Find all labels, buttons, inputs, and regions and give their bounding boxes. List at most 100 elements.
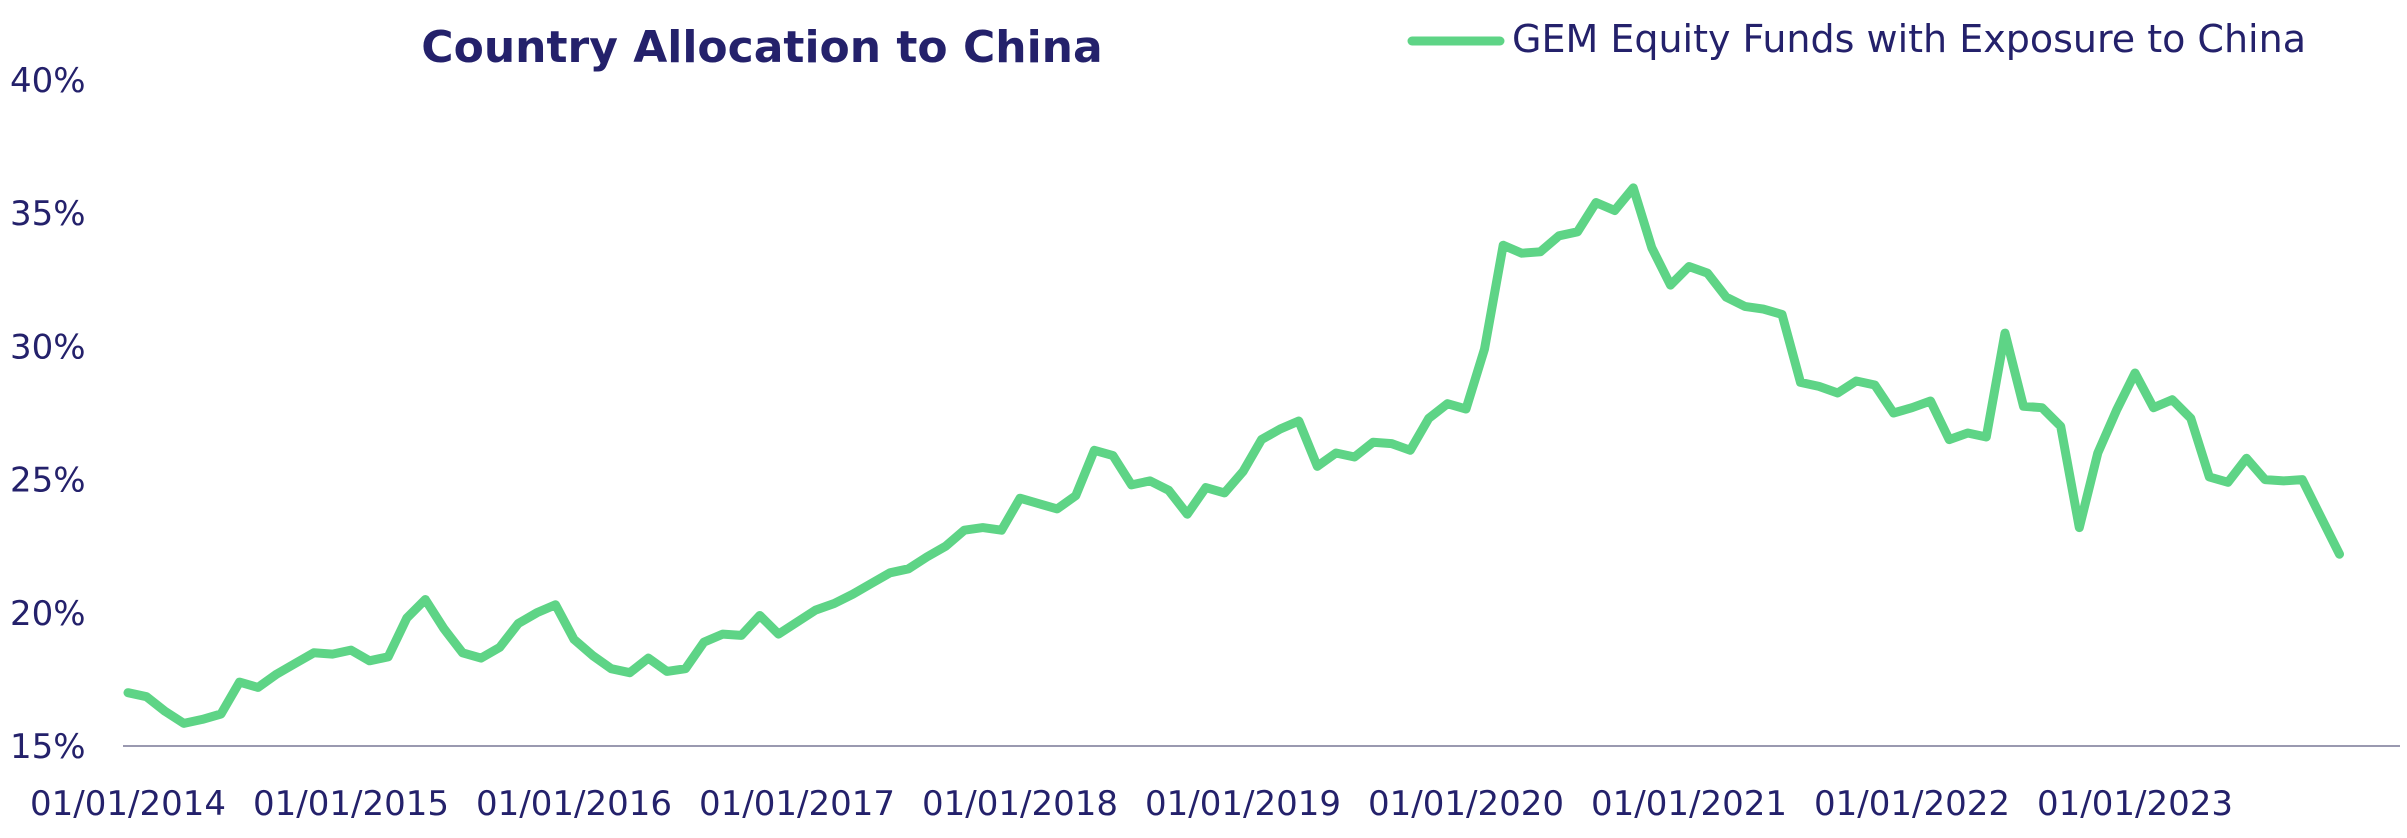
data-point: [164, 710, 167, 713]
data-point: [628, 671, 631, 674]
x-tick-label: 01/01/2015: [253, 784, 449, 824]
data-point: [1279, 428, 1282, 430]
data-point: [2264, 478, 2266, 481]
data-point: [703, 641, 705, 644]
data-point: [1335, 452, 1337, 454]
x-tick-label: 01/01/2019: [1145, 784, 1341, 824]
data-point: [666, 670, 668, 673]
data-point: [1223, 491, 1226, 494]
data-point: [1855, 380, 1858, 382]
data-point: [2134, 372, 2136, 374]
data-point: [2059, 425, 2062, 428]
data-point: [1799, 381, 1802, 384]
data-point: [851, 593, 854, 596]
data-point: [1074, 494, 1077, 497]
data-point: [1613, 209, 1616, 212]
data-point: [1019, 497, 1021, 500]
data-point: [740, 634, 743, 637]
data-point: [1929, 400, 1932, 402]
data-point: [294, 662, 297, 665]
data-point: [777, 633, 780, 636]
data-point: [963, 529, 966, 532]
x-axis-ticks: 01/01/2014 01/01/2015 01/01/2016 01/01/2017…: [30, 784, 2233, 824]
data-point: [498, 646, 501, 649]
x-tick-label: 01/01/2022: [1814, 784, 2010, 824]
data-point: [2227, 481, 2229, 484]
data-point: [2189, 417, 2192, 420]
data-point: [517, 622, 520, 625]
data-point: [2041, 406, 2043, 409]
data-point: [573, 638, 575, 641]
data-point: [981, 526, 984, 529]
data-point: [1297, 420, 1300, 422]
data-point: [1353, 456, 1356, 458]
data-point: [796, 621, 798, 624]
data-point: [1130, 483, 1133, 486]
data-point: [814, 609, 817, 612]
data-point: [443, 627, 445, 630]
data-point: [1948, 438, 1951, 441]
data-point: [201, 718, 204, 721]
data-point: [1167, 489, 1170, 492]
data-point: [833, 602, 836, 605]
data-point: [1186, 513, 1189, 516]
data-point: [2208, 475, 2211, 478]
data-point: [1762, 308, 1765, 311]
data-point: [424, 598, 427, 601]
legend-label: GEM Equity Funds with Exposure to China: [1512, 17, 2306, 61]
data-point: [1483, 348, 1486, 351]
data-point: [758, 614, 761, 617]
data-point: [1595, 201, 1597, 204]
data-point: [1502, 244, 1505, 247]
data-point: [721, 633, 724, 636]
data-point: [2096, 452, 2099, 454]
data-point: [1892, 412, 1895, 414]
data-point: [1632, 186, 1635, 189]
data-point: [405, 617, 408, 620]
x-tick-label: 01/01/2023: [2037, 784, 2233, 824]
y-tick-label: 20%: [10, 594, 86, 634]
data-point: [1539, 250, 1542, 253]
data-point: [1409, 449, 1412, 452]
data-point: [145, 695, 148, 698]
data-point: [2078, 526, 2081, 529]
x-tick-label: 01/01/2020: [1368, 784, 1564, 824]
data-point: [1056, 507, 1059, 510]
data-point: [1000, 529, 1003, 532]
data-point: [331, 653, 334, 656]
data-point: [554, 603, 557, 606]
y-tick-label: 30%: [10, 327, 86, 367]
data-point: [2282, 479, 2285, 482]
data-point: [1688, 265, 1690, 268]
data-point: [1818, 385, 1820, 388]
data-point: [870, 582, 873, 585]
data-point: [647, 657, 650, 660]
y-tick-label: 25%: [10, 461, 86, 501]
data-point: [1204, 486, 1207, 489]
data-point: [238, 681, 241, 684]
data-point: [1836, 392, 1839, 394]
data-point: [1465, 408, 1467, 410]
data-point: [1372, 441, 1374, 444]
data-point: [127, 691, 129, 694]
data-point: [387, 655, 390, 658]
data-point: [1669, 284, 1672, 287]
data-point: [1316, 465, 1319, 468]
data-point: [1242, 470, 1244, 473]
data-point: [535, 611, 538, 614]
data-point: [1390, 442, 1393, 445]
data-point: [312, 651, 315, 654]
data-point: [1743, 305, 1746, 308]
data-point: [1706, 272, 1709, 275]
data-point: [1576, 230, 1579, 233]
data-point: [2115, 409, 2118, 412]
data-point: [220, 713, 222, 715]
data-point: [684, 667, 687, 670]
data-point: [1650, 246, 1653, 249]
data-point: [480, 657, 482, 660]
data-point: [926, 555, 928, 558]
data-point: [1781, 313, 1783, 316]
data-point: [2338, 553, 2341, 556]
data-point: [1520, 252, 1523, 255]
data-point: [1966, 432, 1969, 434]
